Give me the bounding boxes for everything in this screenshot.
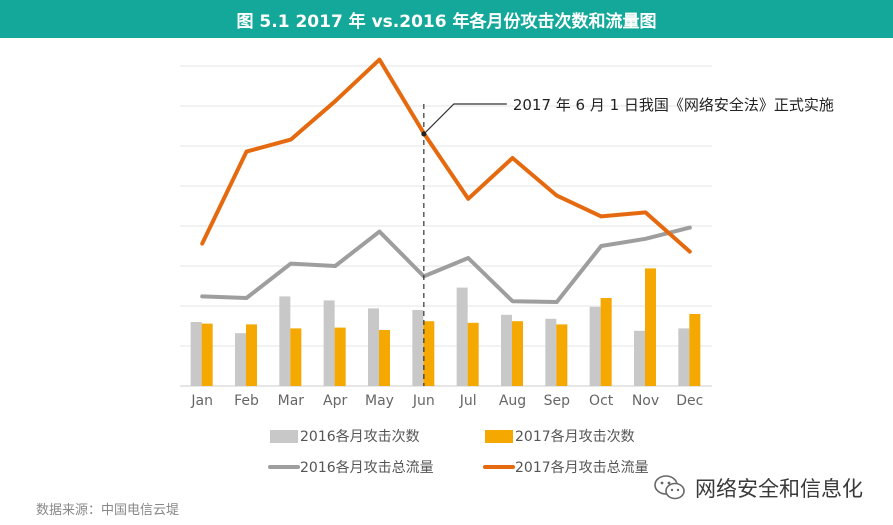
bar-2016-feb	[235, 333, 246, 386]
gridlines	[180, 65, 712, 387]
x-tick-label: Feb	[234, 393, 259, 409]
line-2016-traffic	[200, 225, 692, 304]
wechat-icon	[654, 475, 685, 500]
legend: 2016各月攻击次数 2017各月攻击次数 2016各月攻击总流量 2017各月攻击总…	[268, 429, 649, 476]
chart-title: 图 5.1 2017 年 vs.2016 年各月份攻击次数和流量图	[0, 0, 893, 38]
lines	[200, 57, 692, 304]
x-tick-label: Mar	[278, 393, 305, 409]
bar-2016-apr	[323, 300, 335, 386]
watermark: 网络安全和信息化	[653, 473, 863, 503]
x-tick-labels: Jan Feb Mar Apr May Jun Jul Aug Sep Oct Nov Dec	[190, 393, 703, 409]
bar-2017-may	[379, 330, 390, 386]
watermark-text: 网络安全和信息化	[695, 477, 863, 501]
bar-2016-jan	[190, 322, 202, 386]
bar-2017-sep	[556, 324, 568, 386]
bar-2017-apr	[334, 327, 346, 386]
annotation-marker	[421, 131, 427, 137]
bar-2017-aug	[512, 321, 523, 386]
x-tick-label: Dec	[676, 393, 703, 409]
bar-2017-jan	[201, 323, 213, 386]
x-tick-label: Nov	[632, 393, 659, 409]
x-tick-label: Jan	[190, 393, 213, 409]
bar-2016-may	[368, 308, 379, 386]
line-2017-traffic	[200, 57, 692, 254]
bar-2017-feb	[246, 324, 257, 386]
x-tick-label: Oct	[589, 393, 614, 409]
legend-swatch	[485, 430, 513, 443]
x-tick-label: Aug	[499, 393, 526, 409]
bar-2016-mar	[279, 296, 291, 386]
bar-2016-jul	[456, 287, 468, 386]
legend-label: 2016各月攻击次数	[300, 429, 420, 445]
annotation-leader-line	[423, 103, 507, 135]
legend-label: 2017各月攻击总流量	[515, 460, 649, 476]
bar-2016-sep	[545, 318, 557, 386]
bar-2016-nov	[634, 330, 645, 386]
x-tick-label: Apr	[323, 393, 347, 409]
legend-swatch	[270, 430, 298, 443]
x-tick-label: May	[365, 393, 394, 409]
chart: Jan Feb Mar Apr May Jun Jul Aug Sep Oct Nov Dec 201…	[180, 57, 834, 476]
data-source: 数据来源：中国电信云堤	[36, 503, 180, 518]
annotation-text: 2017 年 6 月 1 日我国《网络安全法》正式实施	[513, 96, 834, 114]
bar-2016-oct	[589, 306, 601, 386]
bar-2017-jul	[467, 322, 479, 386]
bar-2017-dec	[689, 314, 701, 386]
annotation: 2017 年 6 月 1 日我国《网络安全法》正式实施	[421, 96, 834, 386]
bar-2016-jun	[412, 310, 424, 386]
bar-2017-nov	[645, 268, 656, 386]
bar-2016-dec	[678, 328, 690, 386]
bars	[190, 268, 701, 386]
bar-2017-oct	[600, 298, 612, 386]
x-tick-label: Jun	[412, 393, 435, 409]
legend-label: 2016各月攻击总流量	[300, 460, 434, 476]
bar-2017-mar	[290, 328, 302, 386]
bar-2017-jun	[423, 321, 435, 386]
legend-label: 2017各月攻击次数	[515, 429, 635, 445]
bar-2016-aug	[501, 314, 512, 386]
x-tick-label: Jul	[459, 393, 477, 409]
x-tick-label: Sep	[544, 393, 571, 409]
